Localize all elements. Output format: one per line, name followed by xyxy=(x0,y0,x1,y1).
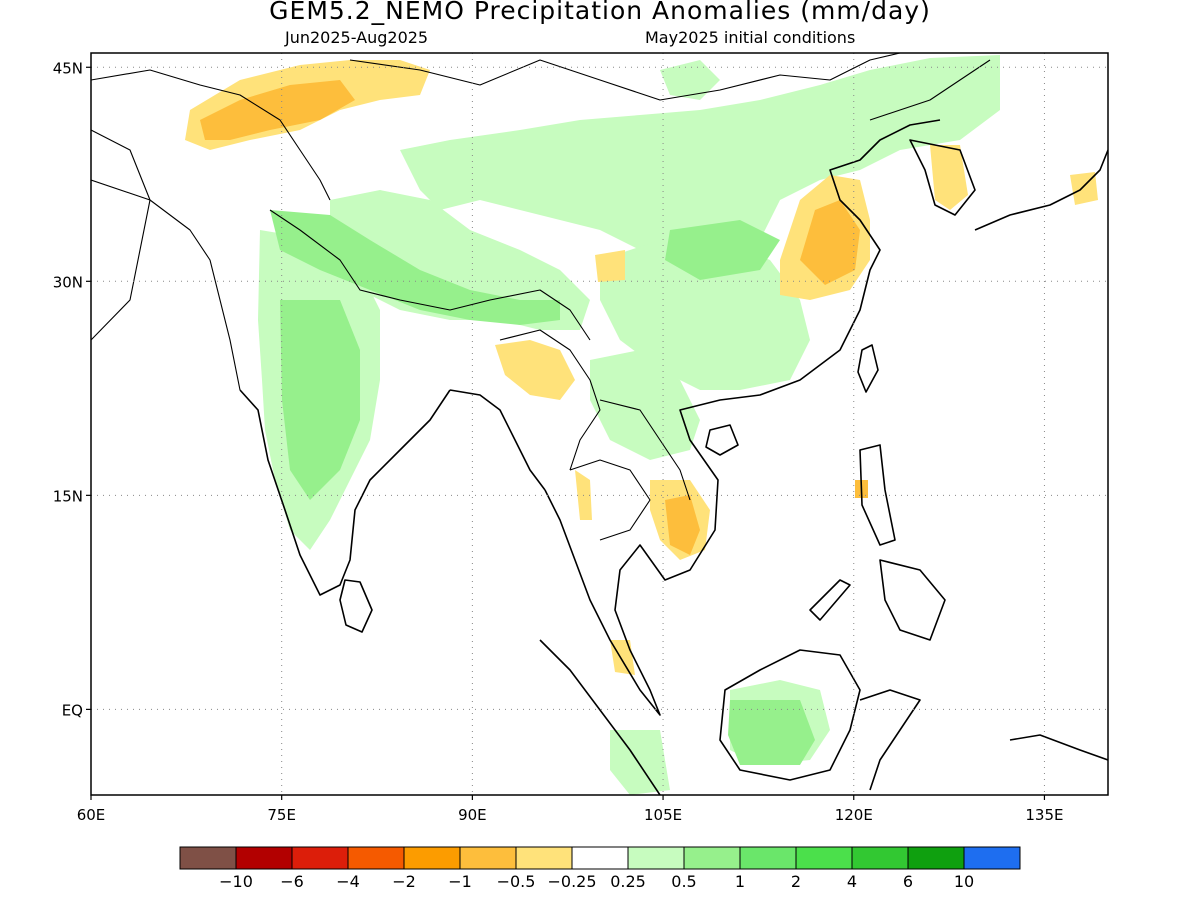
colorbar-swatch xyxy=(235,846,293,870)
coast-luzon xyxy=(859,444,896,546)
colorbar-label: −10 xyxy=(219,872,253,891)
coast-korea xyxy=(909,139,976,216)
lon-tick-label: 120E xyxy=(835,806,873,824)
coast-indochina xyxy=(544,119,941,716)
initial-conditions: May2025 initial conditions xyxy=(645,28,856,47)
coast-taiwan xyxy=(857,344,879,393)
border-laos-vietnam xyxy=(599,399,691,501)
lon-tick-label: 135E xyxy=(1025,806,1063,824)
colorbar-label: −2 xyxy=(392,872,416,891)
wet-anomaly-indochina xyxy=(590,350,700,460)
border-thailand xyxy=(569,459,651,541)
colorbar-swatch xyxy=(403,846,461,870)
coast-japan xyxy=(974,149,1108,231)
border-iran xyxy=(91,129,151,341)
colorbar-label: −1 xyxy=(448,872,472,891)
colorbar-swatch xyxy=(459,846,517,870)
wet-anomaly-himalaya xyxy=(270,210,560,325)
forecast-period: Jun2025-Aug2025 xyxy=(285,28,429,47)
dry-anomaly-japan xyxy=(1070,172,1098,205)
colorbar-label: 0.25 xyxy=(610,872,646,891)
colorbar-swatch xyxy=(291,846,349,870)
dry-anomaly-mongolia-core xyxy=(200,80,355,140)
colorbar-swatch xyxy=(739,846,797,870)
colorbar-swatch xyxy=(963,846,1021,870)
wet-anomaly-central-india xyxy=(280,300,360,500)
dry-anomaly-cambodia-core xyxy=(665,495,700,555)
colorbar: −10 −6 −4 −2 −1 −0.5 −0.25 0.25 0.5 1 2 4 6 10 xyxy=(179,846,1021,891)
colorbar-swatch xyxy=(571,846,629,870)
colorbar-label: 2 xyxy=(791,872,801,891)
colorbar-swatch xyxy=(795,846,853,870)
coast-mindanao xyxy=(879,559,946,641)
coast-india xyxy=(239,389,451,596)
colorbar-label: 10 xyxy=(954,872,974,891)
wet-anomaly-medium-layer xyxy=(270,210,815,765)
colorbar-swatch xyxy=(515,846,573,870)
gridlines xyxy=(91,53,1108,795)
coastlines xyxy=(239,119,1108,795)
lon-tick-label: 90E xyxy=(458,806,487,824)
colorbar-swatch xyxy=(907,846,965,870)
colorbar-label: −0.5 xyxy=(497,872,536,891)
colorbar-swatch xyxy=(179,846,237,870)
wet-anomaly-borneo-core xyxy=(728,700,815,765)
border-myanmar xyxy=(499,329,601,471)
lat-tick-label: 45N xyxy=(53,59,83,77)
coast-sumatra xyxy=(539,639,661,795)
colorbar-swatch xyxy=(627,846,685,870)
coast-sri-lanka xyxy=(339,579,373,633)
dry-anomaly-medium-layer xyxy=(200,80,868,555)
lon-tick-label: 75E xyxy=(267,806,296,824)
coast-borneo xyxy=(719,649,861,781)
wet-anomaly-north-china-band xyxy=(400,55,1000,270)
coast-new-guinea xyxy=(1009,734,1108,761)
border-himalaya xyxy=(269,209,591,341)
dry-anomaly-east-china-core xyxy=(800,200,860,285)
colorbar-label: 1 xyxy=(735,872,745,891)
map-title: GEM5.2_NEMO Precipitation Anomalies (mm/… xyxy=(269,0,931,25)
dry-anomaly-tibet-spot xyxy=(595,250,625,282)
lon-tick-label: 105E xyxy=(644,806,682,824)
coast-bay-of-bengal xyxy=(449,389,546,491)
dry-anomaly-bangladesh xyxy=(495,340,575,400)
lon-tick-label: 60E xyxy=(77,806,106,824)
colorbar-label: −0.25 xyxy=(547,872,596,891)
colorbar-label: −6 xyxy=(280,872,304,891)
border-china-korea xyxy=(869,59,991,121)
wet-anomaly-sumatra xyxy=(610,730,670,795)
wet-anomaly-china-east xyxy=(665,220,780,280)
colorbar-swatch xyxy=(347,846,405,870)
colorbar-swatch xyxy=(683,846,741,870)
coast-palawan xyxy=(809,579,851,621)
colorbar-label: 6 xyxy=(903,872,913,891)
colorbar-label: 0.5 xyxy=(671,872,696,891)
lat-tick-label: 15N xyxy=(53,487,83,505)
latitude-axis: 45N 30N 15N EQ xyxy=(53,59,91,719)
plot-frame xyxy=(90,52,1109,796)
colorbar-swatch xyxy=(851,846,909,870)
lat-tick-label: 30N xyxy=(53,273,83,291)
coast-hainan xyxy=(705,424,739,456)
border-central-asia xyxy=(91,69,331,201)
wet-anomaly-kazakh xyxy=(660,60,720,100)
lat-tick-label: EQ xyxy=(62,701,83,719)
colorbar-label: 4 xyxy=(847,872,857,891)
dry-anomaly-korea xyxy=(930,145,968,210)
colorbar-label: −4 xyxy=(336,872,360,891)
anomaly-field xyxy=(185,55,1098,795)
longitude-axis: 60E 75E 90E 105E 120E 135E xyxy=(77,795,1063,824)
wet-anomaly-central-china xyxy=(600,240,810,390)
border-china-mongolia xyxy=(349,53,901,101)
country-borders xyxy=(91,53,991,541)
coast-sulawesi xyxy=(859,689,921,791)
